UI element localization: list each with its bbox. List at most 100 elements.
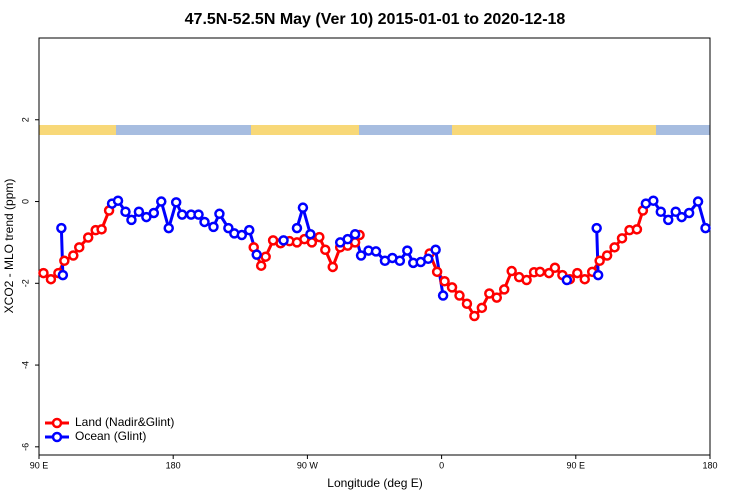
data-point: [437, 290, 449, 301]
data-point: [278, 235, 289, 246]
data-point: [38, 267, 49, 279]
data-point: [402, 245, 413, 256]
data-point: [476, 302, 488, 314]
data-point: [609, 242, 620, 253]
data-point: [56, 222, 67, 234]
x-axis-title: Longitude (deg E): [327, 476, 422, 490]
legend-marker: [51, 431, 63, 443]
x-tick-label: 180: [166, 460, 181, 470]
data-point: [349, 228, 361, 240]
data-point: [591, 222, 602, 234]
data-point: [291, 222, 303, 234]
data-point: [454, 290, 465, 301]
data-point: [491, 292, 503, 303]
y-tick-label: -6: [20, 443, 30, 451]
land-strip: [39, 125, 116, 135]
data-point: [521, 274, 532, 286]
y-tick-label: 2: [20, 117, 30, 122]
data-point: [469, 310, 480, 322]
plot-frame: [38, 37, 711, 456]
data-point: [214, 208, 225, 220]
data-point: [96, 224, 107, 235]
data-point: [439, 276, 450, 287]
data-point: [59, 255, 70, 267]
data-point: [655, 206, 667, 217]
land-ocean-strip: [39, 125, 710, 135]
data-point: [193, 209, 204, 220]
data-point: [394, 255, 406, 267]
data-point: [251, 249, 262, 260]
data-point: [320, 244, 331, 256]
legend-label: Land (Nadir&Glint): [75, 415, 174, 429]
y-tick-label: -4: [20, 361, 30, 369]
data-point: [683, 207, 695, 219]
data-point: [148, 207, 160, 219]
data-point: [601, 250, 613, 261]
x-tick-label: 0: [439, 460, 444, 470]
data-point: [342, 233, 353, 245]
data-point: [170, 197, 182, 208]
data-point: [631, 224, 643, 235]
data-point: [676, 211, 687, 223]
data-point: [260, 251, 271, 262]
data-point: [74, 242, 85, 253]
data-point: [255, 260, 267, 271]
data-point: [692, 196, 704, 207]
data-point: [156, 196, 167, 207]
data-point: [534, 266, 546, 278]
data-point: [422, 253, 434, 265]
data-point: [498, 284, 510, 295]
data-point: [370, 246, 382, 257]
data-point: [327, 261, 338, 273]
data-point: [314, 231, 325, 243]
data-point: [592, 269, 604, 281]
data-point: [120, 206, 131, 217]
land-strip: [452, 125, 656, 135]
data-point: [133, 206, 145, 217]
data-point: [176, 209, 188, 220]
data-point: [126, 214, 137, 226]
y-tick-label: 0: [20, 199, 30, 204]
data-point: [355, 250, 367, 261]
data-point: [446, 282, 458, 293]
data-point: [662, 214, 674, 226]
legend-marker: [51, 417, 63, 429]
data-point: [430, 244, 441, 256]
legend-label: Ocean (Glint): [75, 429, 146, 443]
data-point: [141, 211, 152, 223]
data-point: [594, 255, 605, 267]
x-tick-label: 180: [702, 460, 717, 470]
data-point: [431, 266, 443, 278]
data-point: [57, 269, 69, 281]
data-point: [616, 233, 628, 244]
data-point: [199, 216, 210, 228]
data-point: [297, 202, 309, 213]
data-point: [243, 224, 255, 236]
data-point: [305, 228, 316, 240]
data-point: [236, 229, 248, 241]
data-point: [306, 237, 318, 248]
data-point: [579, 273, 590, 285]
data-point: [461, 298, 473, 309]
data-point: [572, 267, 583, 279]
data-point: [208, 221, 219, 233]
chart-title: 47.5N-52.5N May (Ver 10) 2015-01-01 to 2…: [185, 11, 566, 28]
data-point: [506, 265, 517, 277]
data-point: [68, 250, 79, 261]
data-point: [82, 232, 94, 243]
data-point: [484, 288, 495, 299]
x-tick-label: 90 E: [30, 460, 49, 470]
data-point: [561, 274, 573, 286]
data-point: [163, 222, 174, 234]
land-strip: [251, 125, 359, 135]
data-point: [700, 222, 711, 234]
y-axis-title: XCO2 - MLO trend (ppm): [2, 179, 16, 314]
data-point: [549, 262, 561, 274]
x-tick-label: 90 E: [567, 460, 586, 470]
x-tick-label: 90 W: [297, 460, 319, 470]
data-point: [112, 195, 124, 206]
y-tick-label: -2: [20, 279, 30, 287]
data-point: [648, 195, 659, 206]
data-point: [45, 273, 57, 285]
